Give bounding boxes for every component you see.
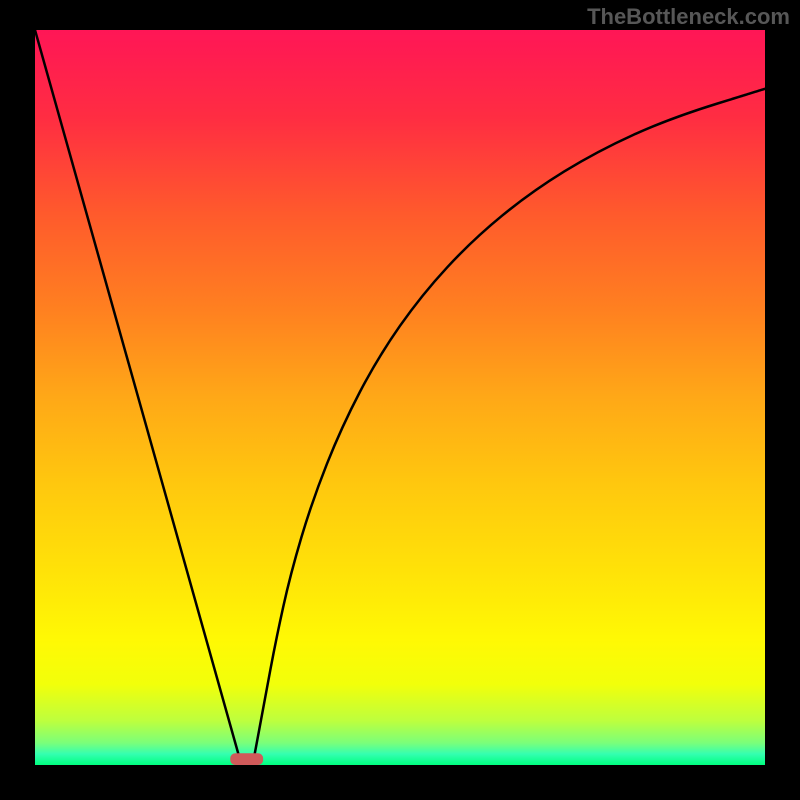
watermark-text: TheBottleneck.com — [587, 4, 790, 30]
gradient-background — [35, 30, 765, 765]
chart-container: TheBottleneck.com — [0, 0, 800, 800]
optimal-marker — [230, 753, 263, 765]
plot-svg — [35, 30, 765, 765]
plot-area — [35, 30, 765, 765]
